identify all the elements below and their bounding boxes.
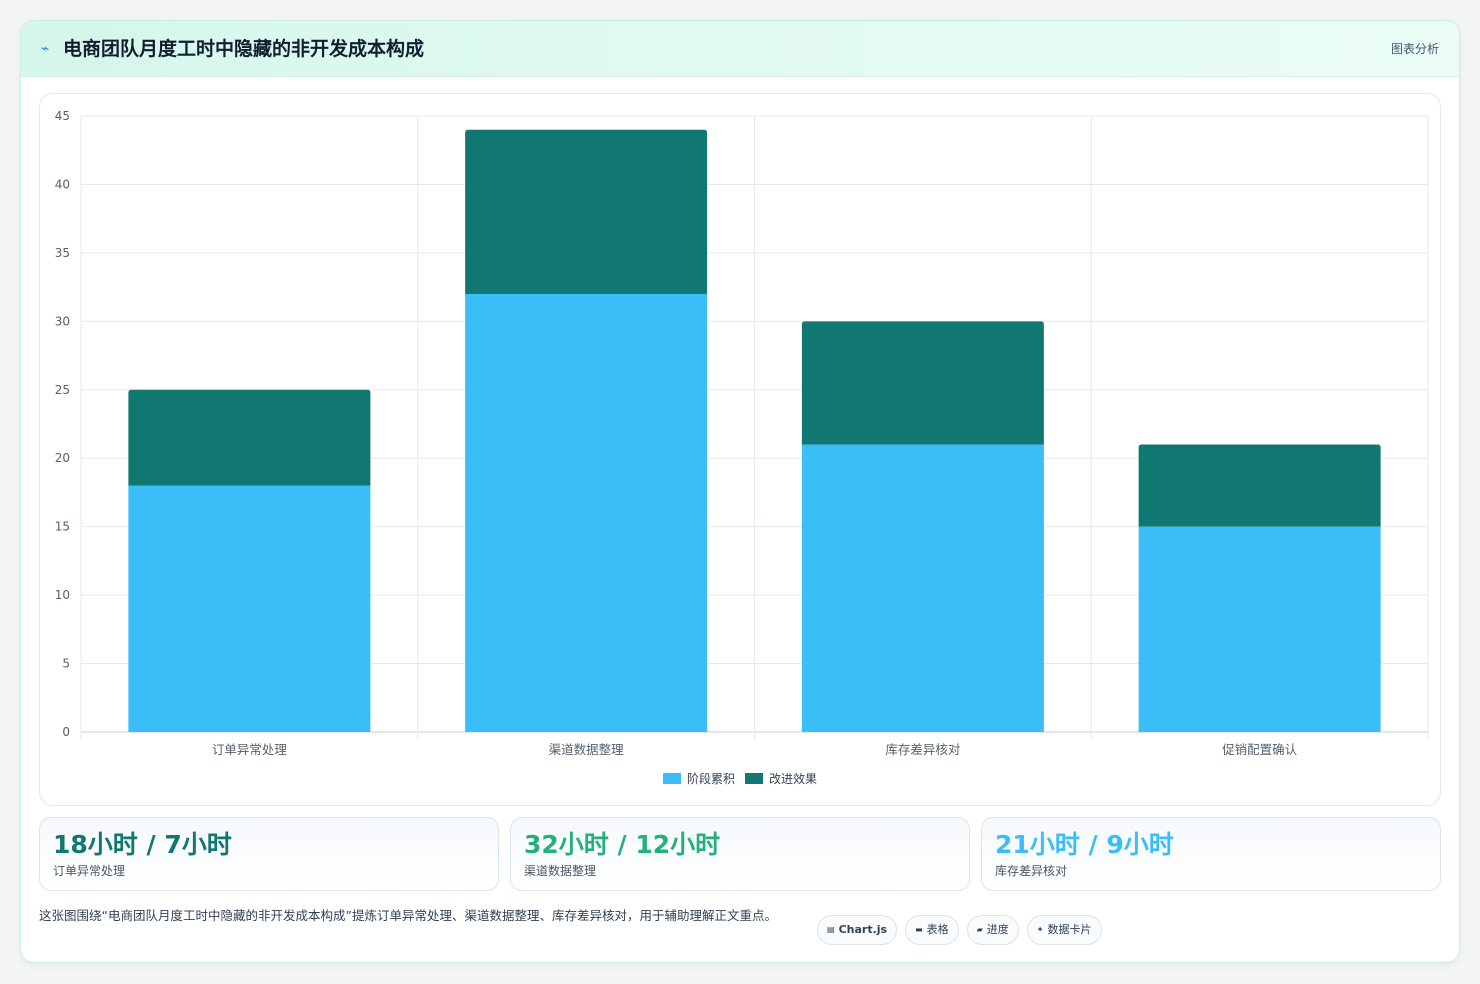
bar-segment (801, 321, 1044, 445)
x-tick-label: 库存差异核对 (885, 742, 960, 757)
tag-table[interactable]: ▬ 表格 (905, 915, 959, 945)
y-tick-label: 5 (62, 657, 70, 671)
stat-value: 21小时 / 9小时 (995, 830, 1174, 859)
tag-data-card[interactable]: ✦ 数据卡片 (1026, 915, 1102, 945)
y-tick-label: 0 (62, 725, 70, 739)
bar-segment (128, 485, 371, 732)
y-tick-label: 20 (55, 451, 70, 465)
chart-legend: 阶段累积 改进效果 (40, 769, 1440, 787)
tag-list: ▤ Chart.js ▬ 表格 ▰ 进度 ✦ 数据卡片 (817, 915, 1102, 945)
card-header: ⌁ 电商团队月度工时中隐藏的非开发成本构成 图表分析 (21, 21, 1459, 77)
legend-swatch-stage (662, 772, 681, 784)
stat-card-inventory: 21小时 / 9小时 库存差异核对 (981, 817, 1441, 891)
tag-label: 表格 (926, 923, 949, 936)
tag-progress[interactable]: ▰ 进度 (966, 915, 1019, 945)
x-tick-label: 促销配置确认 (1222, 742, 1298, 757)
bar-segment (465, 129, 708, 294)
y-tick-label: 15 (55, 520, 70, 534)
legend-swatch-improve (745, 772, 763, 784)
tag-chartjs[interactable]: ▤ Chart.js (817, 915, 898, 945)
stat-label: 订单异常处理 (53, 864, 126, 878)
stat-value: 18小时 / 7小时 (53, 830, 232, 859)
tag-label: Chart.js (838, 923, 888, 936)
chart-analysis-link[interactable]: 图表分析 (1390, 42, 1439, 56)
x-tick-label: 订单异常处理 (212, 742, 288, 757)
bar-segment (465, 293, 708, 732)
legend-item-stage[interactable]: 阶段累积 (662, 770, 735, 787)
y-tick-label: 40 (55, 177, 70, 191)
stat-card-channel: 32小时 / 12小时 渠道数据整理 (510, 817, 970, 891)
chart-card: ⌁ 电商团队月度工时中隐藏的非开发成本构成 图表分析 0 5 10 15 20 25 30 3… (20, 20, 1460, 963)
legend-item-improve[interactable]: 改进效果 (745, 770, 817, 787)
y-tick-label: 10 (55, 588, 70, 602)
chart-panel: 0 5 10 15 20 25 30 35 40 45 订单异常处理 渠道数据整理 库存差异核对 促销配置… (39, 93, 1441, 806)
stat-card-order: 18小时 / 7小时 订单异常处理 (39, 817, 499, 891)
tag-label: 进度 (986, 923, 1009, 936)
card-icon: ✦ (1036, 925, 1044, 934)
bar-segment (128, 389, 371, 486)
y-tick-label: 35 (55, 246, 70, 260)
sparkle-icon: ⌁ (41, 41, 50, 57)
footer-note: 这张图围绕“电商团队月度工时中隐藏的非开发成本构成”提炼订单异常处理、渠道数据整… (39, 908, 777, 923)
stat-label: 渠道数据整理 (524, 864, 597, 878)
progress-icon: ▰ (976, 925, 983, 934)
chart-icon: ▤ (827, 925, 835, 934)
legend-label-improve: 改进效果 (769, 771, 818, 786)
tag-label: 数据卡片 (1047, 923, 1092, 936)
y-tick-label: 30 (55, 314, 70, 328)
stat-label: 库存差异核对 (995, 864, 1068, 878)
bar-segment (1138, 526, 1381, 732)
x-tick-label: 渠道数据整理 (549, 742, 625, 757)
page-title: 电商团队月度工时中隐藏的非开发成本构成 (63, 38, 425, 60)
legend-label-stage: 阶段累积 (686, 771, 735, 786)
stat-cards: 18小时 / 7小时 订单异常处理 32小时 / 12小时 渠道数据整理 21小… (39, 817, 1441, 891)
table-icon: ▬ (915, 925, 923, 934)
y-tick-label: 45 (55, 109, 70, 123)
bar-segment (801, 444, 1044, 732)
y-tick-label: 25 (55, 383, 70, 397)
stacked-bar-chart: 0 5 10 15 20 25 30 35 40 45 订单异常处理 渠道数据整理 库存差异核对 促销配置… (55, 109, 1429, 757)
stat-value: 32小时 / 12小时 (524, 830, 721, 859)
bar-segment (1138, 444, 1381, 527)
